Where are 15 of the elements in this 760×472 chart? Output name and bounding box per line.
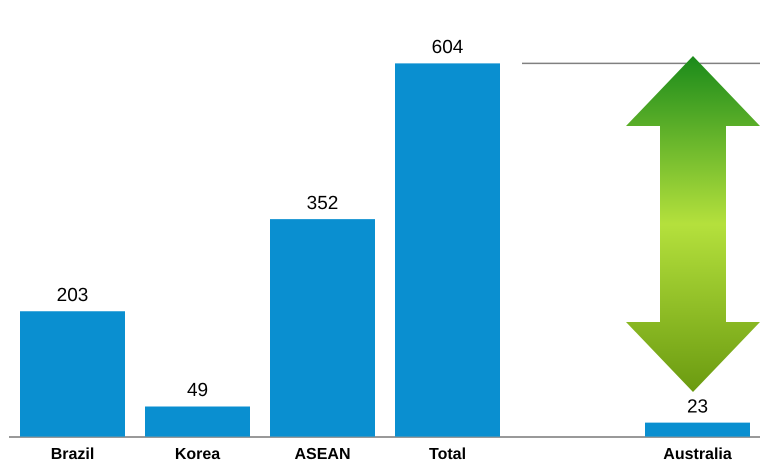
- data-label: 203: [56, 285, 88, 306]
- data-label: 352: [306, 192, 338, 214]
- x-tick-label: Korea: [174, 446, 220, 463]
- bar: [270, 219, 375, 437]
- bar: [645, 422, 750, 437]
- data-label: 604: [432, 37, 464, 58]
- x-tick-label: Total: [428, 446, 466, 463]
- bar: [20, 311, 125, 437]
- x-tick-label: ASEAN: [294, 446, 351, 463]
- data-label: 23: [686, 396, 708, 418]
- bar: [145, 406, 250, 437]
- data-label: 49: [186, 380, 208, 402]
- x-tick-label: Brazil: [50, 446, 94, 463]
- x-tick-label: Australia: [663, 446, 732, 463]
- bar: [395, 63, 500, 437]
